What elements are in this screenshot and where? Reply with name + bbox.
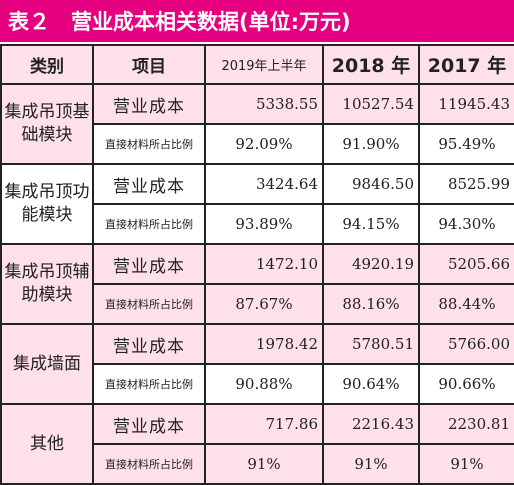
value-cell: 4920.19 <box>322 243 420 285</box>
item-cell: 营业成本 <box>92 83 206 125</box>
value-cell: 5766.00 <box>418 323 514 365</box>
header-2019h1: 2019年上半年 <box>204 44 324 85</box>
header-2017: 2017 年 <box>418 44 514 85</box>
value-cell: 92.09% <box>204 123 324 165</box>
table-row: 集成吊顶辅助模块 营业成本 1472.10 4920.19 5205.66 <box>0 243 514 325</box>
value-cell: 5780.51 <box>322 323 420 365</box>
value-cell: 91% <box>322 443 420 485</box>
value-cell: 91% <box>204 443 324 485</box>
value-cell: 88.44% <box>418 283 514 325</box>
item-cell: 直接材料所占比例 <box>92 123 206 165</box>
table-row: 集成墙面 营业成本 1978.42 5780.51 5766.00 <box>0 323 514 405</box>
item-cell: 营业成本 <box>92 243 206 285</box>
category-cell: 集成吊顶基础模块 <box>0 83 94 165</box>
item-cell: 直接材料所占比例 <box>92 283 206 325</box>
value-cell: 90.88% <box>204 363 324 405</box>
table-row: 直接材料所占比例 92.09% 91.90% 95.49% <box>1 123 514 165</box>
value-cell: 2216.43 <box>322 403 420 445</box>
value-cell: 90.66% <box>418 363 514 405</box>
item-cell: 营业成本 <box>92 403 206 445</box>
value-cell: 91% <box>418 443 514 485</box>
table-title: 表２ 营业成本相关数据(单位:万元) <box>0 0 514 42</box>
category-cell: 集成吊顶功能模块 <box>0 163 94 245</box>
value-cell: 94.30% <box>418 203 514 245</box>
category-cell: 集成吊顶辅助模块 <box>0 243 94 325</box>
table-row: 集成吊顶基础模块 营业成本 5338.55 10527.54 11945.43 <box>0 83 514 165</box>
value-cell: 1472.10 <box>204 243 324 285</box>
category-cell: 其他 <box>0 403 94 485</box>
item-cell: 直接材料所占比例 <box>92 443 206 485</box>
value-cell: 8525.99 <box>418 163 514 205</box>
value-cell: 5205.66 <box>418 243 514 285</box>
value-cell: 5338.55 <box>204 83 324 125</box>
table-row: 直接材料所占比例 87.67% 88.16% 88.44% <box>1 283 514 325</box>
value-cell: 93.89% <box>204 203 324 245</box>
value-cell: 95.49% <box>418 123 514 165</box>
value-cell: 90.64% <box>322 363 420 405</box>
value-cell: 11945.43 <box>418 83 514 125</box>
item-cell: 营业成本 <box>92 163 206 205</box>
value-cell: 1978.42 <box>204 323 324 365</box>
header-category: 类别 <box>0 44 94 85</box>
value-cell: 717.86 <box>204 403 324 445</box>
cost-table: 类别 项目 2019年上半年 2018 年 2017 年 集成吊顶基础模块 营业… <box>0 44 514 485</box>
header-item: 项目 <box>92 44 206 85</box>
value-cell: 10527.54 <box>322 83 420 125</box>
item-cell: 直接材料所占比例 <box>92 363 206 405</box>
category-cell: 集成墙面 <box>0 323 94 405</box>
header-2018: 2018 年 <box>322 44 420 85</box>
value-cell: 88.16% <box>322 283 420 325</box>
header-row: 类别 项目 2019年上半年 2018 年 2017 年 <box>0 44 514 85</box>
value-cell: 91.90% <box>322 123 420 165</box>
value-cell: 2230.81 <box>418 403 514 445</box>
item-cell: 营业成本 <box>92 323 206 365</box>
item-cell: 直接材料所占比例 <box>92 203 206 245</box>
table-row: 直接材料所占比例 93.89% 94.15% 94.30% <box>1 203 514 245</box>
value-cell: 9846.50 <box>322 163 420 205</box>
table-row: 集成吊顶功能模块 营业成本 3424.64 9846.50 8525.99 <box>0 163 514 245</box>
value-cell: 87.67% <box>204 283 324 325</box>
table-row: 直接材料所占比例 90.88% 90.64% 90.66% <box>1 363 514 405</box>
value-cell: 3424.64 <box>204 163 324 205</box>
table-row: 其他 营业成本 717.86 2216.43 2230.81 <box>0 403 514 485</box>
value-cell: 94.15% <box>322 203 420 245</box>
